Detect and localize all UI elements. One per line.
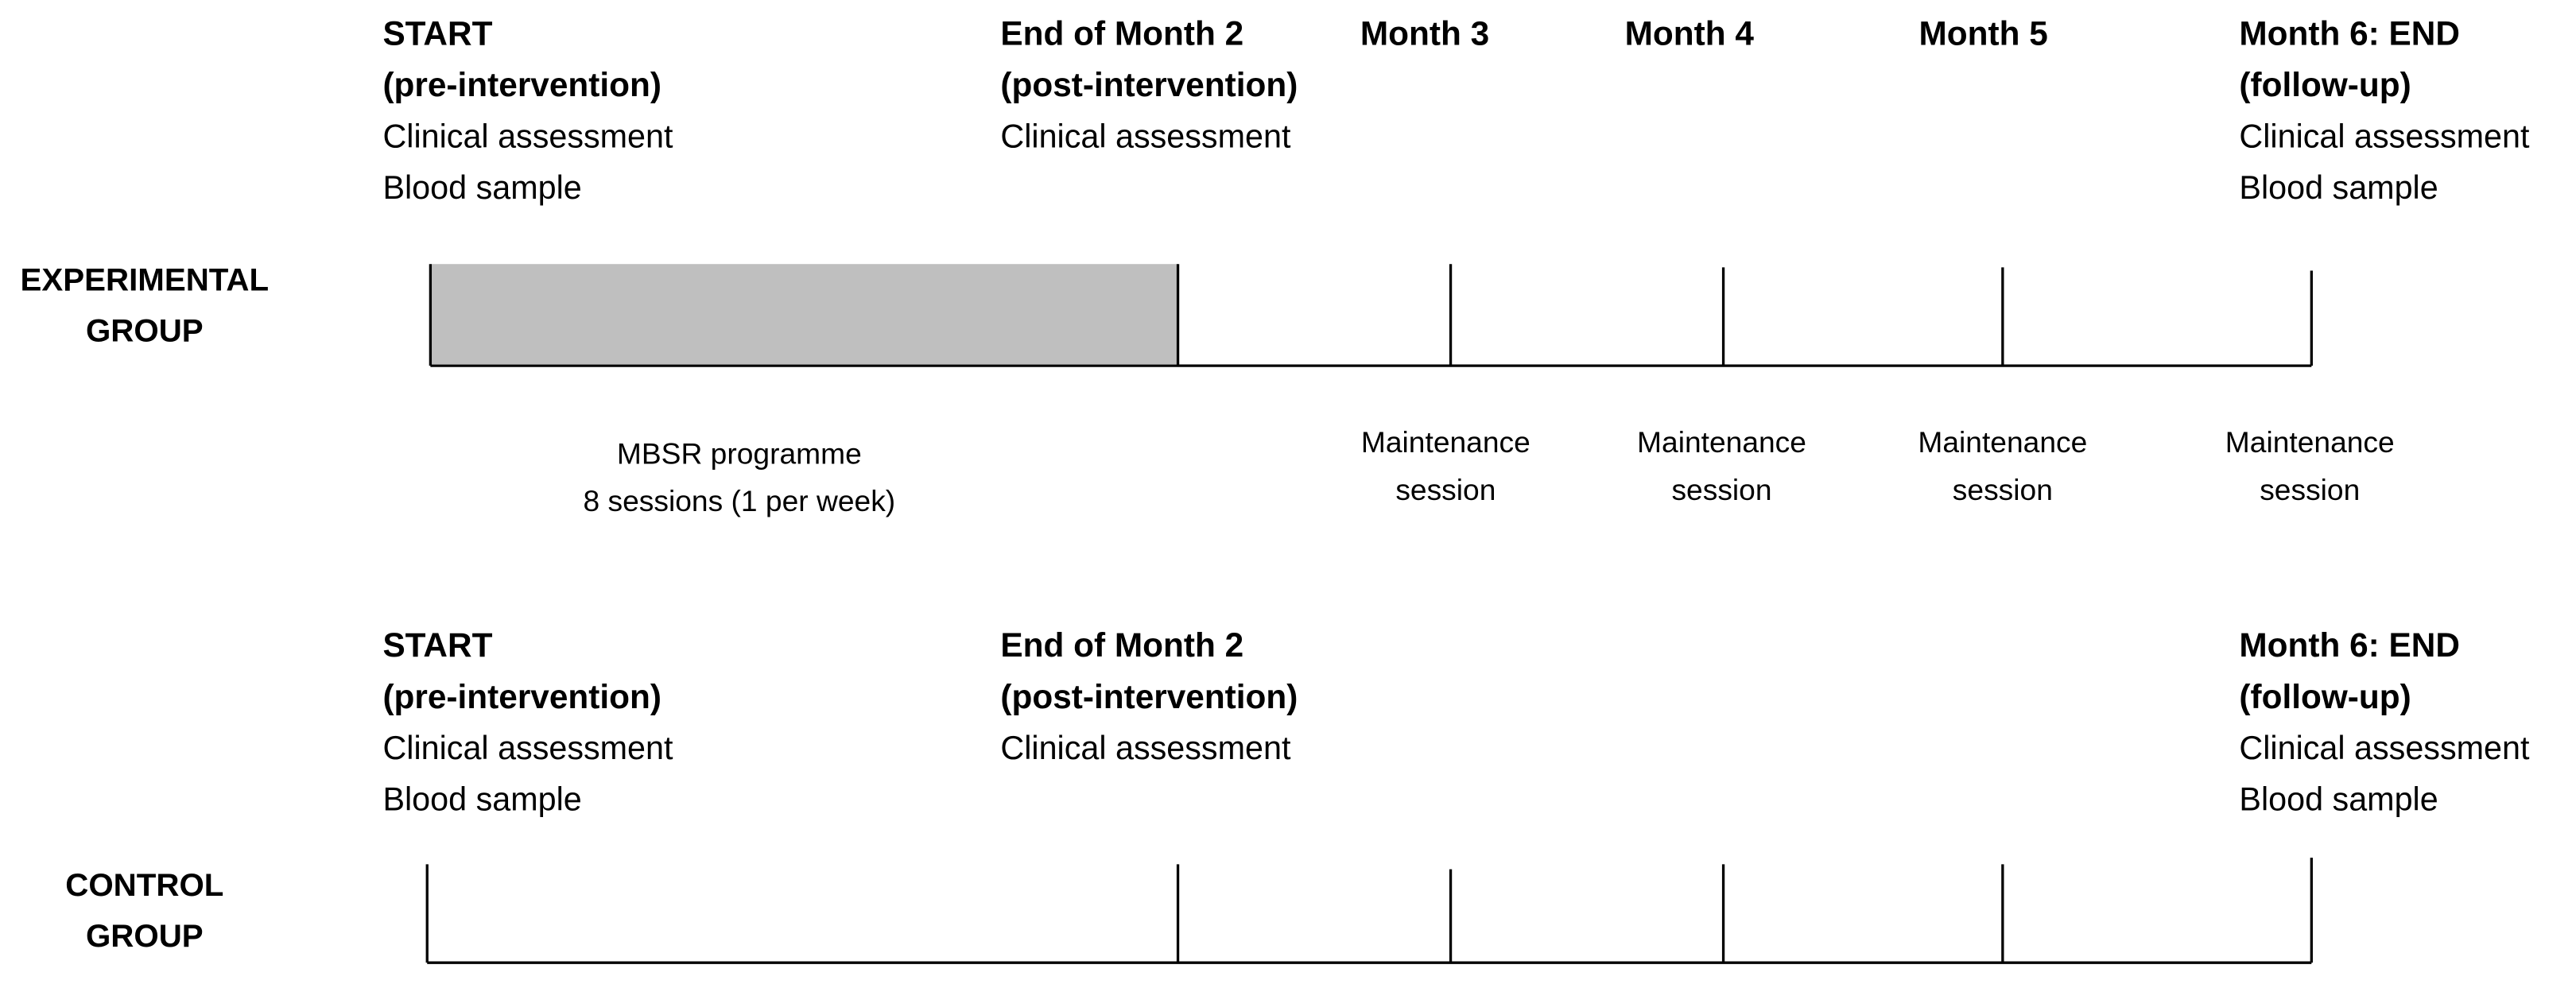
timepoint-title: Month 6: END: [2239, 626, 2460, 664]
session-label: session: [1395, 473, 1496, 506]
session-label: session: [1953, 473, 2053, 506]
session-label: Maintenance: [1361, 425, 1530, 459]
assessment-item: Blood sample: [382, 781, 581, 818]
timepoint-title: Month 3: [1360, 15, 1489, 52]
timepoint-title: Month 5: [1918, 15, 2047, 52]
assessment-item: Blood sample: [2239, 781, 2438, 818]
timepoint-title: End of Month 2: [1000, 15, 1243, 52]
timepoint-title: (pre-intervention): [382, 678, 661, 715]
timepoint-title: Month 6: END: [2239, 15, 2460, 52]
timepoint-title: Month 4: [1625, 15, 1755, 52]
assessment-item: Blood sample: [382, 169, 581, 206]
assessment-item: Clinical assessment: [2239, 118, 2530, 154]
session-label: Maintenance: [1637, 425, 1806, 459]
assessment-item: Blood sample: [2239, 169, 2438, 206]
assessment-item: Clinical assessment: [2239, 730, 2530, 766]
assessment-item: Clinical assessment: [382, 118, 673, 154]
timepoint-title: (follow-up): [2239, 66, 2411, 103]
timepoint-title: (follow-up): [2239, 678, 2411, 715]
mbsr-period-bar: [430, 264, 1178, 365]
group-label: GROUP: [86, 918, 204, 954]
timepoint-title: START: [382, 626, 492, 664]
session-label: 8 sessions (1 per week): [584, 484, 896, 517]
session-label: session: [2260, 473, 2360, 506]
assessment-item: Clinical assessment: [1000, 730, 1291, 766]
group-label: CONTROL: [65, 867, 223, 903]
timepoint-title: (pre-intervention): [382, 66, 661, 103]
timepoint-title: (post-intervention): [1000, 66, 1298, 103]
assessment-item: Clinical assessment: [1000, 118, 1291, 154]
assessment-item: Clinical assessment: [382, 730, 673, 766]
session-label: Maintenance: [2225, 425, 2395, 459]
session-label: session: [1671, 473, 1771, 506]
session-label: MBSR programme: [617, 436, 862, 470]
timepoint-title: End of Month 2: [1000, 626, 1243, 664]
session-label: Maintenance: [1918, 425, 2087, 459]
group-label: GROUP: [86, 313, 204, 349]
timepoint-title: (post-intervention): [1000, 678, 1298, 715]
group-label: EXPERIMENTAL: [21, 262, 270, 298]
timepoint-title: START: [382, 15, 492, 52]
